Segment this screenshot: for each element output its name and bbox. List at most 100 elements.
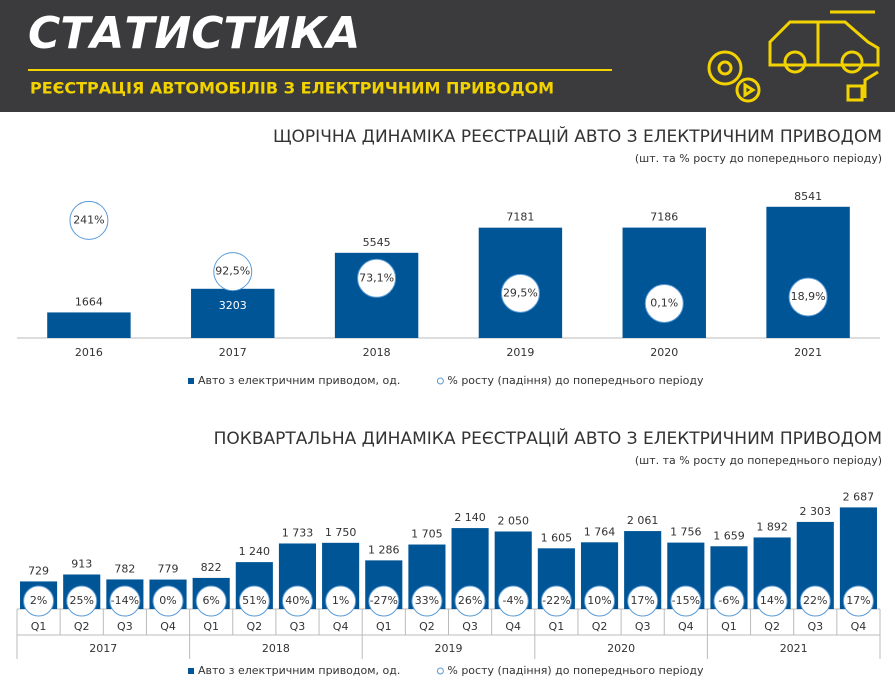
growth-label: -14% xyxy=(111,594,139,607)
growth-marker xyxy=(69,200,109,240)
x-tick-label: 2019 xyxy=(506,346,534,359)
bar-value-label: 1 605 xyxy=(541,531,573,544)
growth-label: -6% xyxy=(718,594,739,607)
growth-label: -22% xyxy=(542,594,570,607)
growth-label: -27% xyxy=(370,594,398,607)
growth-label: -15% xyxy=(672,594,700,607)
x-tick-label: Q4 xyxy=(505,620,521,633)
growth-label: 10% xyxy=(587,594,611,607)
growth-marker xyxy=(842,585,874,617)
x-tick-label: Q1 xyxy=(31,620,47,633)
chart-title: ЩОРІЧНА ДИНАМІКА РЕЄСТРАЦІЙ АВТО З ЕЛЕКТ… xyxy=(273,125,882,147)
growth-marker xyxy=(644,283,684,323)
growth-marker xyxy=(357,258,397,298)
bar-value-label: 822 xyxy=(201,561,222,574)
growth-marker xyxy=(411,585,443,617)
x-tick-label: Q1 xyxy=(549,620,565,633)
bar-value-label: 1 750 xyxy=(325,526,357,539)
x-tick-label: 2018 xyxy=(363,346,391,359)
bar-value-label: 2 687 xyxy=(843,490,875,503)
chart-subtitle: (шт. та % росту до попереднього періоду) xyxy=(635,152,882,165)
growth-label: 17% xyxy=(630,594,654,607)
bar-value-label: 1 733 xyxy=(282,526,314,539)
growth-marker xyxy=(213,252,253,292)
growth-label: 92,5% xyxy=(215,265,250,278)
bar-value-label: 1664 xyxy=(75,295,103,308)
bar-value-label: 1 764 xyxy=(584,525,616,538)
x-tick-label: Q2 xyxy=(764,620,780,633)
growth-marker xyxy=(109,585,141,617)
bar-value-label: 8541 xyxy=(794,190,822,203)
growth-label: 18,9% xyxy=(791,290,826,303)
growth-marker xyxy=(23,585,55,617)
growth-marker xyxy=(325,585,357,617)
growth-label: 2% xyxy=(30,594,47,607)
growth-marker xyxy=(238,585,270,617)
legend-marker xyxy=(436,667,444,675)
growth-marker xyxy=(497,585,529,617)
x-tick-label: Q3 xyxy=(117,620,133,633)
bar-value-label: 729 xyxy=(28,564,49,577)
legend-marker xyxy=(188,668,194,674)
growth-marker xyxy=(627,585,659,617)
x-tick-label: Q4 xyxy=(160,620,176,633)
growth-marker xyxy=(454,585,486,617)
bar-value-label: 2 050 xyxy=(497,514,529,527)
x-tick-label: Q4 xyxy=(678,620,694,633)
group-label: 2019 xyxy=(435,642,463,655)
growth-label: 241% xyxy=(73,213,104,226)
growth-label: 17% xyxy=(846,594,870,607)
x-tick-label: Q2 xyxy=(74,620,90,633)
legend-label: % росту (падіння) до попереднього період… xyxy=(447,664,704,677)
growth-label: 40% xyxy=(285,594,309,607)
bar-value-label: 1 892 xyxy=(756,520,788,533)
x-tick-label: Q1 xyxy=(721,620,737,633)
group-label: 2020 xyxy=(607,642,635,655)
x-tick-label: Q2 xyxy=(419,620,435,633)
growth-marker xyxy=(66,585,98,617)
bar xyxy=(191,288,275,338)
header-subtitle: РЕЄСТРАЦІЯ АВТОМОБІЛІВ З ЕЛЕКТРИЧНИМ ПРИ… xyxy=(30,79,554,98)
legend-marker xyxy=(436,377,444,385)
growth-label: 0,1% xyxy=(650,296,678,309)
growth-marker xyxy=(281,585,313,617)
bar-value-label: 2 061 xyxy=(627,514,659,527)
growth-label: 0% xyxy=(159,594,176,607)
bar xyxy=(47,312,131,338)
legend-label: Авто з електричним приводом, од. xyxy=(198,664,400,677)
bar-value-label: 5545 xyxy=(363,236,391,249)
growth-marker xyxy=(799,585,831,617)
growth-marker xyxy=(195,585,227,617)
growth-label: 1% xyxy=(332,594,349,607)
growth-label: 29,5% xyxy=(503,286,538,299)
x-tick-label: Q3 xyxy=(290,620,306,633)
bar-value-label: 7186 xyxy=(650,211,678,224)
bar xyxy=(766,206,850,338)
car-icon xyxy=(707,10,880,103)
growth-label: 73,1% xyxy=(359,271,394,284)
bar-value-label: 1 240 xyxy=(239,545,271,558)
x-tick-label: Q2 xyxy=(246,620,262,633)
growth-marker xyxy=(152,585,184,617)
x-tick-label: 2020 xyxy=(650,346,678,359)
x-tick-label: Q3 xyxy=(462,620,478,633)
growth-label: 22% xyxy=(803,594,827,607)
x-tick-label: Q3 xyxy=(635,620,651,633)
growth-marker xyxy=(500,273,540,313)
bar-value-label: 779 xyxy=(158,563,179,576)
growth-marker xyxy=(540,585,572,617)
bar-value-label: 1 659 xyxy=(713,529,745,542)
bar-value-label: 1 705 xyxy=(411,528,443,541)
bar-value-label: 1 286 xyxy=(368,543,400,556)
x-tick-label: Q1 xyxy=(203,620,219,633)
bar-value-label: 2 140 xyxy=(454,511,486,524)
group-label: 2017 xyxy=(89,642,117,655)
x-tick-label: 2017 xyxy=(219,346,247,359)
bar-value-label: 913 xyxy=(71,557,92,570)
growth-label: 14% xyxy=(760,594,784,607)
x-tick-label: Q2 xyxy=(592,620,608,633)
legend-label: % росту (падіння) до попереднього період… xyxy=(447,374,704,387)
x-tick-label: Q4 xyxy=(333,620,349,633)
growth-marker xyxy=(368,585,400,617)
